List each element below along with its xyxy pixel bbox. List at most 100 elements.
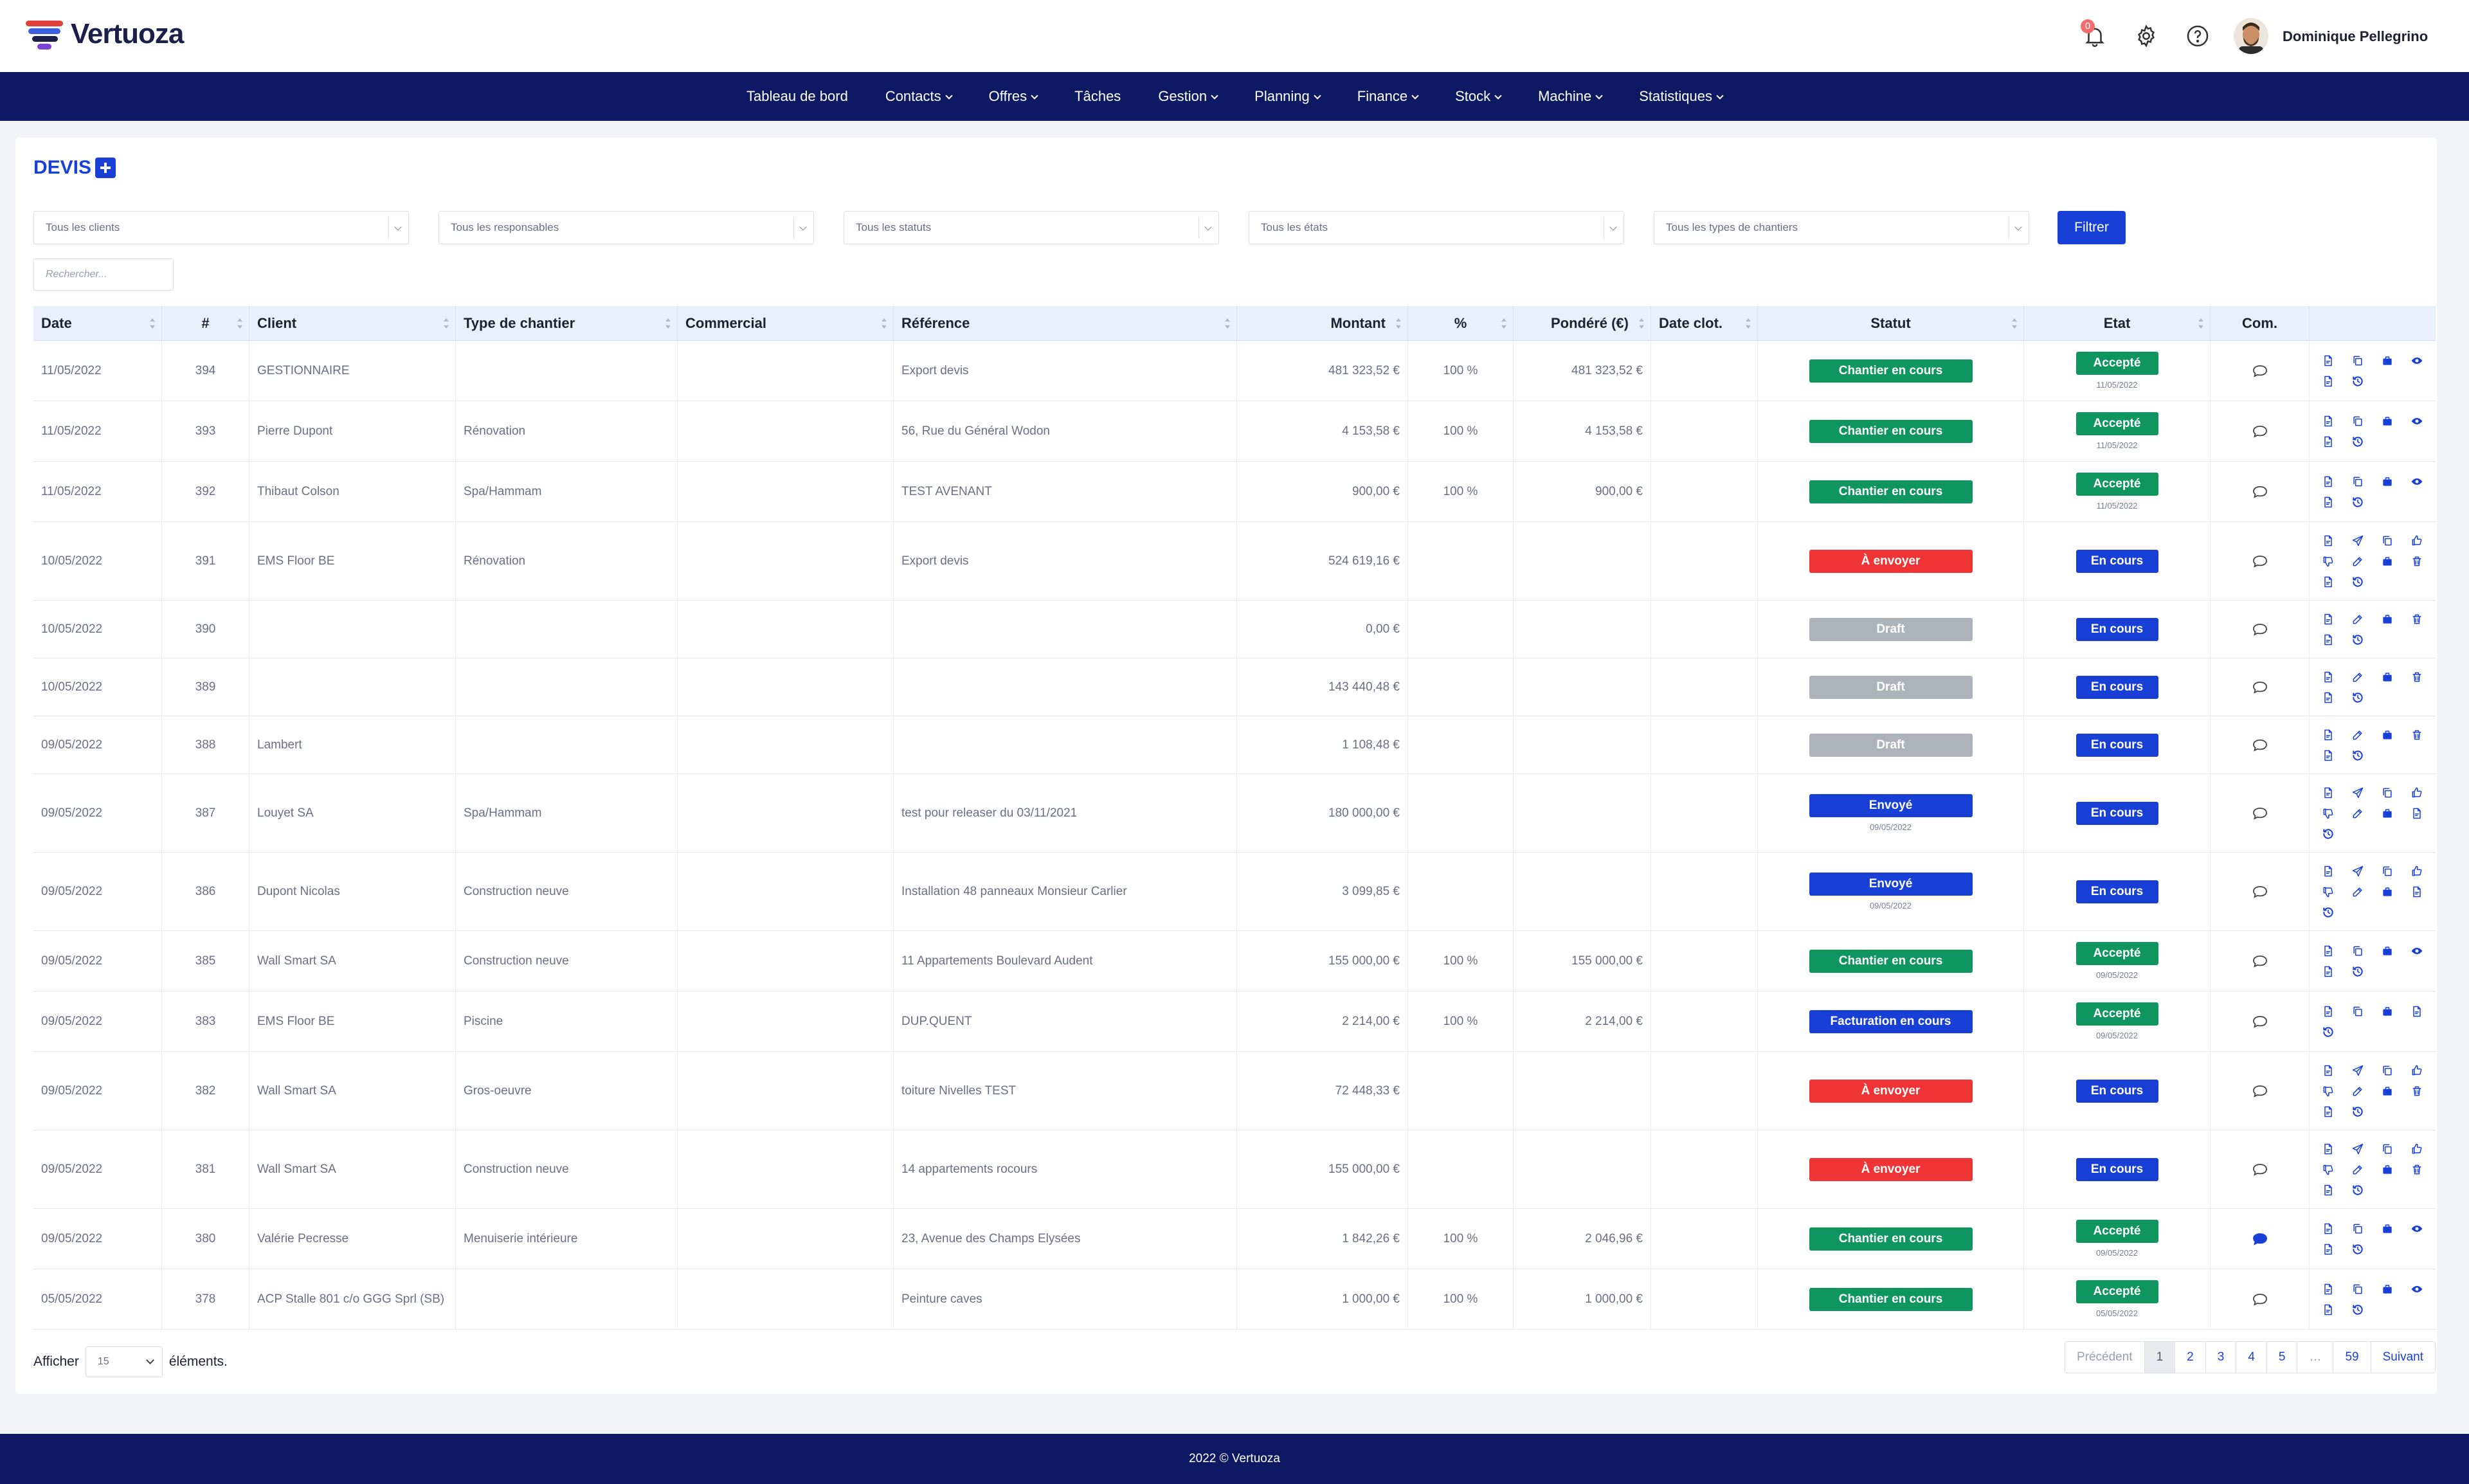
action-file-pdf-button[interactable] [2402,1002,2432,1020]
pagination-prev[interactable]: Précédent [2065,1342,2144,1373]
action-copy-button[interactable] [2373,532,2402,550]
clients-filter-select[interactable]: Tous les clients [33,211,409,244]
types-filter-select[interactable]: Tous les types de chantiers [1654,211,2029,244]
column-header-type[interactable]: Type de chantier [456,306,678,341]
page-length-select[interactable]: 15 [85,1346,163,1377]
comment-icon[interactable] [2252,1292,2268,1307]
status-badge[interactable]: Chantier en cours [1809,359,1973,383]
nav-item-contacts[interactable]: Contacts [867,88,970,105]
column-header-pondere[interactable]: Pondéré (€) [1514,306,1651,341]
comment-icon[interactable] [2252,485,2268,499]
action-eye-button[interactable] [2402,1280,2432,1298]
action-eye-button[interactable] [2402,352,2432,370]
status-badge[interactable]: Draft [1809,617,1973,641]
action-history-button[interactable] [2343,573,2373,591]
action-file-pdf-button[interactable] [2313,1301,2343,1319]
user-name[interactable]: Dominique Pellegrino [2283,28,2428,44]
action-history-button[interactable] [2343,433,2373,451]
table-row[interactable]: 10/05/2022 390 0,00 € Draft En cours [33,601,2436,658]
pagination-page[interactable]: 2 [2175,1342,2205,1373]
action-history-button[interactable] [2313,903,2343,921]
comment-icon[interactable] [2252,554,2268,568]
pagination-page[interactable]: 1 [2144,1342,2175,1373]
action-briefcase-button[interactable] [2373,412,2402,430]
action-edit-button[interactable] [2343,668,2373,686]
comment-icon[interactable] [2252,622,2268,637]
column-header-dateclot[interactable]: Date clot. [1651,306,1758,341]
state-badge[interactable]: Accepté [2076,412,2158,435]
action-file-pdf-button[interactable] [2313,1103,2343,1121]
state-badge[interactable]: En cours [2076,801,2158,825]
status-badge[interactable]: À envoyer [1809,1157,1973,1181]
table-row[interactable]: 11/05/2022 393 Pierre Dupont Rénovation 56, … [33,401,2436,462]
action-file-pdf-button[interactable] [2313,532,2343,550]
status-badge[interactable]: Chantier en cours [1809,1227,1973,1251]
table-row[interactable]: 09/05/2022 382 Wall Smart SA Gros-oeuvre toi… [33,1052,2436,1130]
action-thumbs-down-button[interactable] [2313,552,2343,570]
action-file-pdf-button[interactable] [2313,573,2343,591]
action-history-button[interactable] [2343,747,2373,765]
action-edit-button[interactable] [2343,1082,2373,1100]
column-header-date[interactable]: Date [33,306,162,341]
action-thumbs-up-button[interactable] [2402,784,2432,802]
action-history-button[interactable] [2343,689,2373,707]
action-file-pdf-button[interactable] [2313,862,2343,880]
status-badge[interactable]: Facturation en cours [1809,1009,1973,1033]
action-file-pdf-button[interactable] [2402,804,2432,822]
comment-icon[interactable] [2252,680,2268,694]
table-row[interactable]: 10/05/2022 391 EMS Floor BE Rénovation Expor… [33,522,2436,601]
table-row[interactable]: 10/05/2022 389 143 440,48 € Draft En cours [33,658,2436,716]
action-history-button[interactable] [2343,1181,2373,1199]
column-header-montant[interactable]: Montant [1237,306,1408,341]
status-badge[interactable]: Draft [1809,675,1973,699]
action-copy-button[interactable] [2343,473,2373,491]
state-badge[interactable]: Accepté [2076,1220,2158,1243]
action-file-pdf-button[interactable] [2313,747,2343,765]
table-row[interactable]: 11/05/2022 394 GESTIONNAIRE Export devis 481… [33,341,2436,401]
state-badge[interactable]: En cours [2076,617,2158,641]
action-copy-button[interactable] [2343,942,2373,960]
action-file-pdf-button[interactable] [2313,963,2343,981]
nav-item-statistiques[interactable]: Statistiques [1620,88,1741,105]
pagination-page[interactable]: 3 [2205,1342,2236,1373]
state-badge[interactable]: En cours [2076,675,2158,699]
action-edit-button[interactable] [2343,610,2373,628]
action-copy-button[interactable] [2373,862,2402,880]
table-row[interactable]: 09/05/2022 381 Wall Smart SA Construction n… [33,1130,2436,1209]
table-row[interactable]: 05/05/2022 378 ACP Stalle 801 c/o GGG Sprl… [33,1269,2436,1330]
action-trash-button[interactable] [2402,668,2432,686]
comment-icon[interactable] [2252,1084,2268,1098]
pagination-page[interactable]: 5 [2266,1342,2297,1373]
action-file-pdf-button[interactable] [2313,1280,2343,1298]
nav-item-gestion[interactable]: Gestion [1139,88,1236,105]
app-logo[interactable]: Vertuoza [26,18,184,50]
action-briefcase-button[interactable] [2373,610,2402,628]
action-copy-button[interactable] [2373,784,2402,802]
action-copy-button[interactable] [2343,412,2373,430]
action-briefcase-button[interactable] [2373,942,2402,960]
state-badge[interactable]: Accepté [2076,942,2158,965]
action-eye-button[interactable] [2402,473,2432,491]
action-history-button[interactable] [2343,1103,2373,1121]
action-briefcase-button[interactable] [2373,1161,2402,1179]
action-briefcase-button[interactable] [2373,473,2402,491]
action-history-button[interactable] [2313,825,2343,843]
action-briefcase-button[interactable] [2373,1280,2402,1298]
action-copy-button[interactable] [2343,1280,2373,1298]
nav-item-t-ches[interactable]: Tâches [1056,88,1139,105]
comment-icon[interactable] [2252,1232,2268,1246]
action-thumbs-up-button[interactable] [2402,1062,2432,1080]
action-file-pdf-button[interactable] [2313,942,2343,960]
action-file-pdf-button[interactable] [2402,883,2432,901]
status-badge[interactable]: Draft [1809,733,1973,757]
nav-item-machine[interactable]: Machine [1519,88,1620,105]
action-trash-button[interactable] [2402,726,2432,744]
action-file-pdf-button[interactable] [2313,1181,2343,1199]
action-edit-button[interactable] [2343,726,2373,744]
action-briefcase-button[interactable] [2373,352,2402,370]
action-history-button[interactable] [2343,631,2373,649]
comment-icon[interactable] [2252,954,2268,968]
status-badge[interactable]: Envoyé [1809,873,1973,896]
action-history-button[interactable] [2313,1023,2343,1041]
action-briefcase-button[interactable] [2373,804,2402,822]
